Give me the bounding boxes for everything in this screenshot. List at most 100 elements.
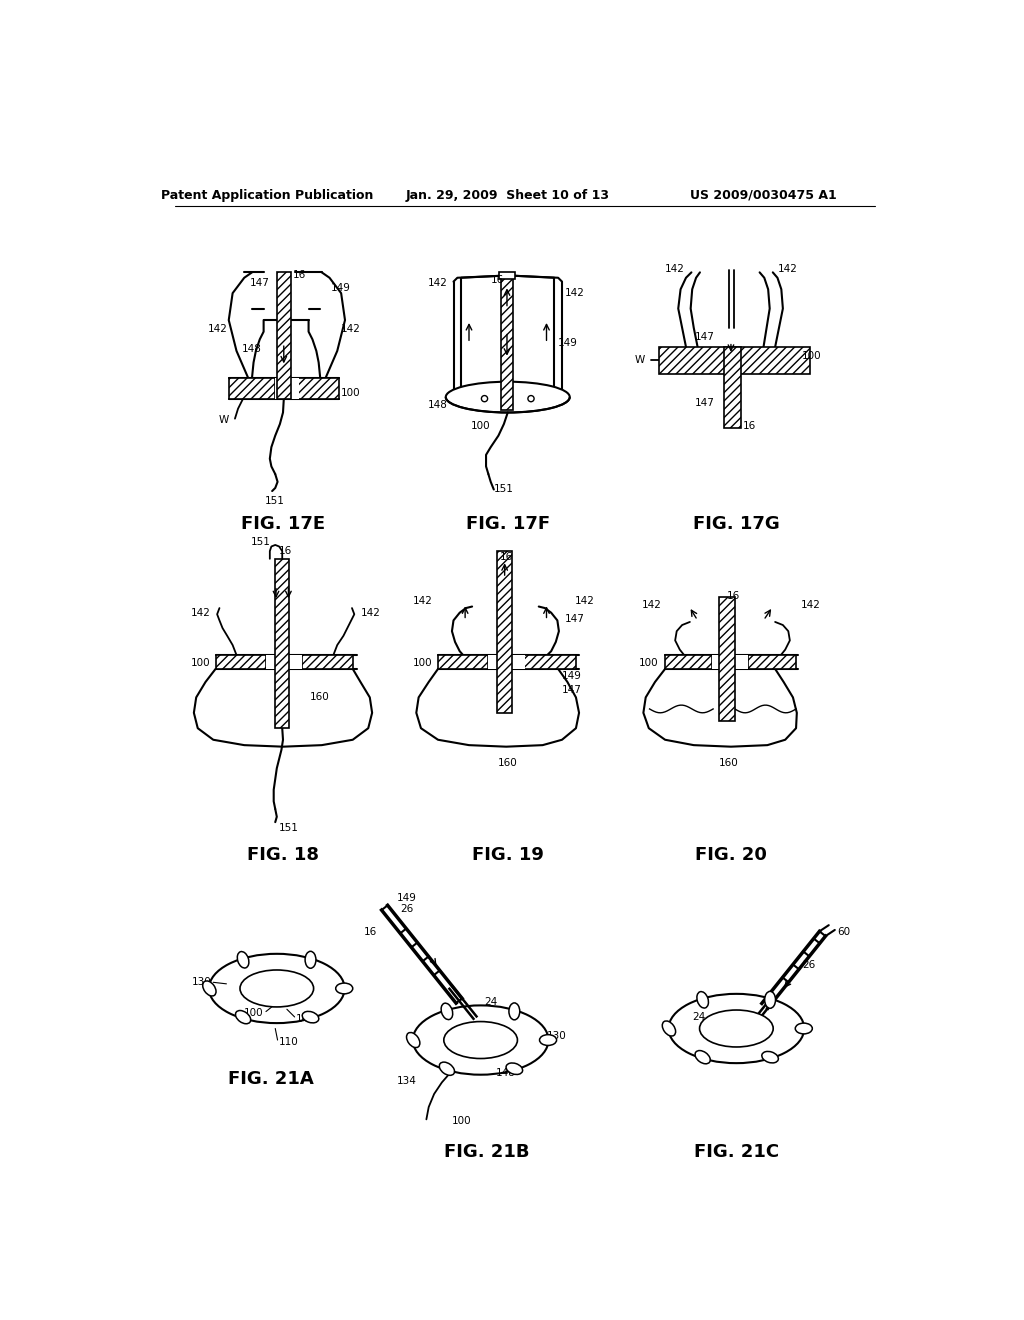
- Text: FIG. 21B: FIG. 21B: [444, 1143, 529, 1160]
- Text: 142: 142: [191, 607, 211, 618]
- Text: 16: 16: [727, 591, 740, 601]
- Text: 100: 100: [452, 1115, 471, 1126]
- Text: FIG. 21C: FIG. 21C: [694, 1143, 779, 1160]
- Text: FIG. 21A: FIG. 21A: [228, 1069, 314, 1088]
- Text: 160: 160: [310, 693, 330, 702]
- Bar: [438, 655, 488, 669]
- Ellipse shape: [540, 1035, 557, 1045]
- Text: 160: 160: [498, 758, 517, 768]
- Text: 100: 100: [244, 1008, 263, 1018]
- Text: 24: 24: [484, 997, 498, 1007]
- Text: 16: 16: [490, 275, 504, 285]
- Circle shape: [481, 396, 487, 401]
- Text: 100: 100: [191, 657, 211, 668]
- Text: 24: 24: [692, 1012, 706, 1022]
- Ellipse shape: [203, 981, 216, 997]
- Text: 134: 134: [397, 1076, 417, 1086]
- Ellipse shape: [302, 1011, 318, 1023]
- Bar: [719, 597, 735, 721]
- Text: 148: 148: [428, 400, 449, 409]
- Text: 142: 142: [413, 597, 432, 606]
- Text: 142: 142: [564, 288, 585, 298]
- Bar: [724, 347, 741, 428]
- Bar: [497, 552, 512, 713]
- Text: 149: 149: [562, 671, 582, 681]
- Ellipse shape: [765, 991, 775, 1008]
- Ellipse shape: [209, 954, 345, 1023]
- Ellipse shape: [506, 1063, 522, 1074]
- Text: 147: 147: [562, 685, 582, 694]
- Text: FIG. 19: FIG. 19: [472, 846, 544, 865]
- Text: W: W: [635, 355, 645, 366]
- Text: 151: 151: [494, 484, 514, 495]
- Bar: [292, 378, 339, 400]
- Text: 142: 142: [641, 601, 662, 610]
- Text: 142: 142: [777, 264, 798, 273]
- Text: 151: 151: [280, 824, 299, 833]
- Ellipse shape: [697, 991, 709, 1008]
- Text: 148: 148: [243, 345, 262, 354]
- Text: 130: 130: [191, 977, 212, 987]
- Ellipse shape: [443, 1022, 517, 1059]
- Text: 142: 142: [360, 607, 380, 618]
- Text: FIG. 17E: FIG. 17E: [241, 515, 325, 533]
- Bar: [488, 655, 524, 669]
- Bar: [228, 378, 275, 400]
- Bar: [501, 276, 513, 411]
- Text: 147: 147: [250, 279, 270, 288]
- Text: 147: 147: [565, 614, 585, 624]
- Ellipse shape: [509, 1003, 520, 1020]
- Text: 100: 100: [471, 421, 490, 432]
- Circle shape: [528, 396, 535, 401]
- Text: 130: 130: [547, 1031, 566, 1041]
- Ellipse shape: [240, 970, 313, 1007]
- Text: 16: 16: [279, 546, 292, 556]
- Ellipse shape: [407, 1032, 420, 1048]
- Text: 16: 16: [742, 421, 756, 432]
- Ellipse shape: [305, 952, 316, 969]
- Ellipse shape: [413, 1006, 549, 1074]
- Text: 142: 142: [427, 279, 447, 288]
- Text: US 2009/0030475 A1: US 2009/0030475 A1: [690, 189, 837, 202]
- Ellipse shape: [445, 381, 569, 412]
- Text: W: W: [218, 416, 228, 425]
- Ellipse shape: [336, 983, 352, 994]
- Text: 142: 142: [801, 601, 820, 610]
- Text: 149: 149: [397, 892, 417, 903]
- Text: 100: 100: [413, 657, 432, 668]
- Text: 100: 100: [639, 657, 658, 668]
- Text: 142: 142: [574, 597, 594, 606]
- Ellipse shape: [441, 1003, 453, 1019]
- Text: 16: 16: [293, 271, 306, 280]
- Text: 148: 148: [496, 1068, 516, 1078]
- Text: FIG. 20: FIG. 20: [695, 846, 767, 865]
- Text: 60: 60: [838, 927, 850, 937]
- Bar: [276, 272, 291, 400]
- Text: 149: 149: [331, 282, 351, 293]
- Text: 26: 26: [400, 904, 414, 915]
- Text: 110: 110: [280, 1038, 299, 1047]
- Text: 142: 142: [665, 264, 684, 273]
- Text: 16: 16: [500, 552, 513, 562]
- Ellipse shape: [663, 1020, 676, 1036]
- Text: 149: 149: [558, 338, 578, 348]
- Ellipse shape: [695, 1051, 711, 1064]
- Text: 160: 160: [719, 758, 738, 768]
- Circle shape: [506, 399, 510, 404]
- Ellipse shape: [236, 1011, 251, 1024]
- Ellipse shape: [762, 1052, 778, 1063]
- Text: Patent Application Publication: Patent Application Publication: [162, 189, 374, 202]
- Text: 100: 100: [802, 351, 822, 362]
- Bar: [665, 655, 712, 669]
- Ellipse shape: [796, 1023, 812, 1034]
- Text: 26: 26: [802, 961, 815, 970]
- Ellipse shape: [238, 952, 249, 968]
- Text: 142: 142: [207, 325, 227, 334]
- Text: 151: 151: [265, 496, 286, 506]
- Bar: [275, 378, 299, 400]
- Text: 16: 16: [365, 927, 378, 937]
- Text: 148: 148: [296, 1014, 316, 1024]
- Bar: [712, 655, 748, 669]
- Ellipse shape: [439, 1063, 455, 1076]
- Bar: [216, 655, 266, 669]
